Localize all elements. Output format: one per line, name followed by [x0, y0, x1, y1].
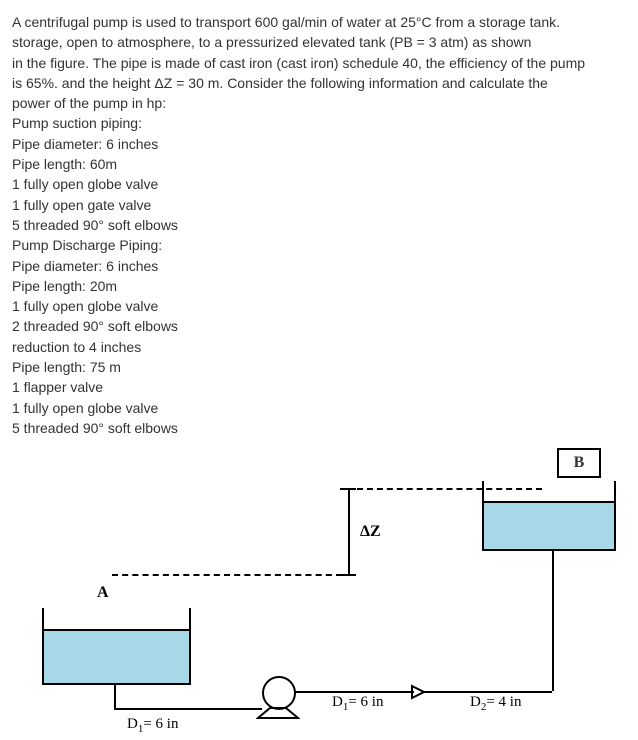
label-b: B: [574, 454, 585, 471]
pump-base-icon: [256, 706, 300, 720]
problem-line: 1 fully open globe valve: [12, 296, 626, 316]
label-d1-discharge: D1= 6 in: [332, 694, 383, 713]
tank-b-water: [484, 501, 614, 549]
dash-line-a: [112, 574, 342, 576]
pipe-suction-horizontal: [114, 708, 262, 710]
pipe-riser-to-b: [552, 549, 554, 691]
problem-line: A centrifugal pump is used to transport …: [12, 12, 626, 32]
problem-line: Pipe length: 75 m: [12, 357, 626, 377]
problem-line: Pipe diameter: 6 inches: [12, 256, 626, 276]
problem-line: power of the pump in hp:: [12, 93, 626, 113]
pump-icon: [262, 676, 296, 710]
dz-line: [348, 488, 350, 574]
problem-line: Pipe diameter: 6 inches: [12, 134, 626, 154]
problem-line: Pump suction piping:: [12, 113, 626, 133]
pump-diagram: B A ΔZ D1= 6 in D1= 6 in D2= 4 in: [12, 448, 626, 728]
tank-a: [42, 608, 191, 685]
problem-line: Pipe length: 20m: [12, 276, 626, 296]
pipe-discharge-6in: [294, 691, 414, 693]
tank-a-water: [44, 629, 189, 683]
tank-b: [482, 481, 616, 551]
problem-line: storage, open to atmosphere, to a pressu…: [12, 32, 626, 52]
dash-line-b: [357, 488, 542, 490]
problem-line: 5 threaded 90° soft elbows: [12, 215, 626, 235]
label-dz: ΔZ: [360, 523, 381, 541]
label-d1-suction: D1= 6 in: [127, 716, 178, 735]
pipe-suction-vertical: [114, 683, 116, 708]
label-b-box: B: [557, 448, 601, 478]
pipe-discharge-4in: [422, 691, 552, 693]
problem-line: 1 fully open globe valve: [12, 398, 626, 418]
dz-top-tick: [340, 488, 356, 490]
problem-line: Pipe length: 60m: [12, 154, 626, 174]
problem-line: 2 threaded 90° soft elbows: [12, 316, 626, 336]
problem-line: is 65%. and the height ΔZ = 30 m. Consid…: [12, 73, 626, 93]
problem-line: 1 fully open gate valve: [12, 195, 626, 215]
label-d2: D2= 4 in: [470, 694, 521, 713]
problem-line: in the figure. The pipe is made of cast …: [12, 53, 626, 73]
problem-line: 1 flapper valve: [12, 377, 626, 397]
problem-statement: A centrifugal pump is used to transport …: [12, 12, 626, 438]
problem-line: 1 fully open globe valve: [12, 174, 626, 194]
problem-line: 5 threaded 90° soft elbows: [12, 418, 626, 438]
label-a: A: [97, 584, 109, 602]
problem-line: reduction to 4 inches: [12, 337, 626, 357]
dz-bottom-tick: [340, 574, 356, 576]
problem-line: Pump Discharge Piping:: [12, 235, 626, 255]
